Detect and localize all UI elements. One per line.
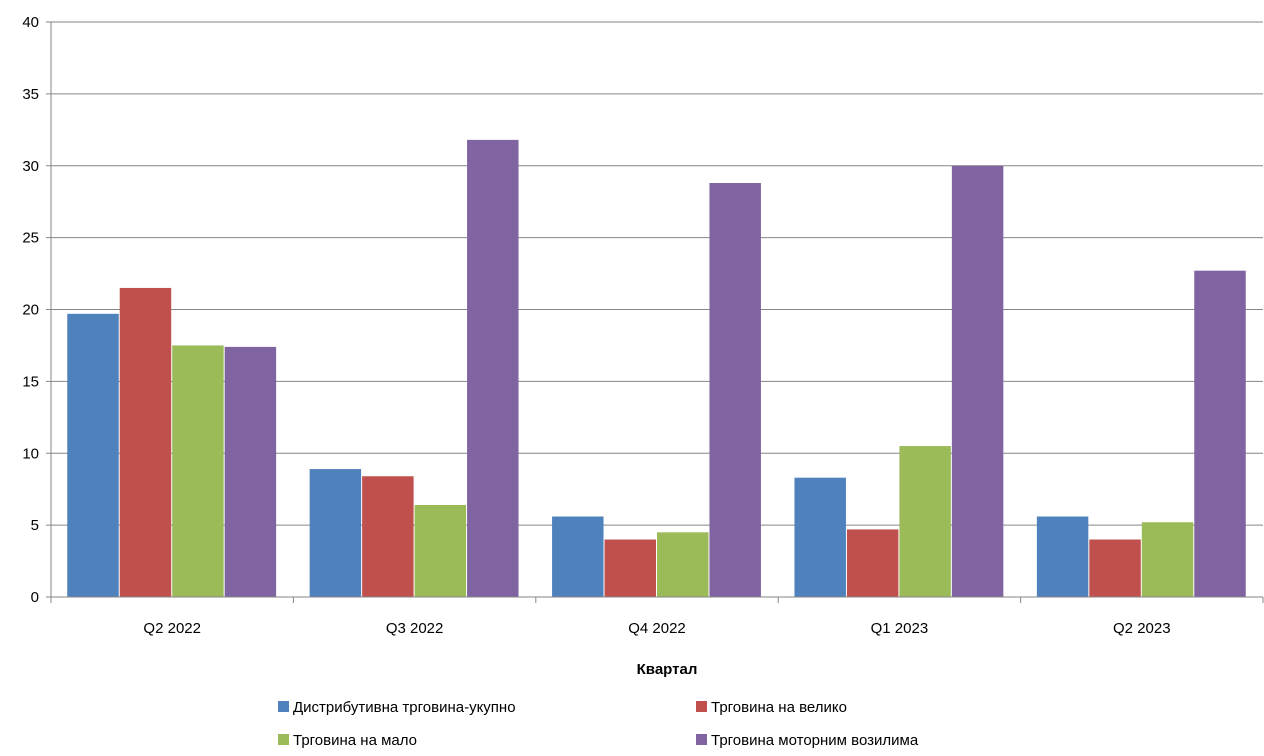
bar	[552, 516, 604, 597]
bar	[951, 165, 1004, 597]
x-tick-label: Q4 2022	[628, 620, 686, 637]
x-tick-label: Q1 2023	[871, 620, 929, 637]
bar	[604, 539, 656, 597]
bar	[794, 477, 846, 597]
y-tick-label: 30	[22, 158, 39, 175]
x-tick-label: Q2 2022	[143, 620, 201, 637]
y-tick-label: 10	[22, 445, 39, 462]
bar	[1089, 539, 1141, 597]
bar	[172, 345, 224, 597]
bar	[309, 469, 362, 597]
x-tick-label: Q2 2023	[1113, 620, 1171, 637]
x-tick-label: Q3 2022	[386, 620, 444, 637]
legend-label: Трговина моторним возилима	[711, 732, 919, 749]
bar	[362, 476, 414, 597]
x-axis-title: Квартал	[637, 661, 698, 678]
y-tick-label: 25	[22, 230, 39, 247]
y-tick-label: 35	[22, 86, 39, 103]
y-tick-label: 15	[22, 373, 39, 390]
legend: Дистрибутивна трговина-укупно Трговина на…	[278, 699, 919, 749]
legend-swatch	[278, 701, 289, 712]
bar	[657, 532, 709, 597]
y-tick-label: 0	[31, 589, 39, 606]
bar	[67, 313, 119, 597]
legend-swatch	[278, 734, 289, 745]
bars	[67, 139, 1246, 597]
bar	[1141, 522, 1194, 597]
legend-label: Трговина на велико	[711, 699, 847, 716]
bar	[224, 346, 277, 597]
bar	[1036, 516, 1089, 597]
y-tick-label: 40	[22, 14, 39, 31]
bar	[119, 287, 172, 597]
tick-labels: 0 5 10 15 20 25 30 35 40 Q2 2022 Q3 2022 Q4 2022 Q1 …	[22, 14, 1170, 637]
legend-swatch	[696, 734, 707, 745]
bar	[709, 183, 761, 597]
bar	[899, 446, 951, 597]
bar	[414, 505, 467, 597]
legend-label: Трговина на мало	[293, 732, 417, 749]
legend-swatch	[696, 701, 707, 712]
y-tick-label: 20	[22, 302, 39, 319]
bar	[467, 139, 519, 597]
axes	[46, 21, 1264, 603]
y-tick-label: 5	[31, 517, 39, 534]
bar	[846, 529, 899, 597]
bar	[1194, 270, 1246, 597]
legend-label: Дистрибутивна трговина-укупно	[293, 699, 516, 716]
